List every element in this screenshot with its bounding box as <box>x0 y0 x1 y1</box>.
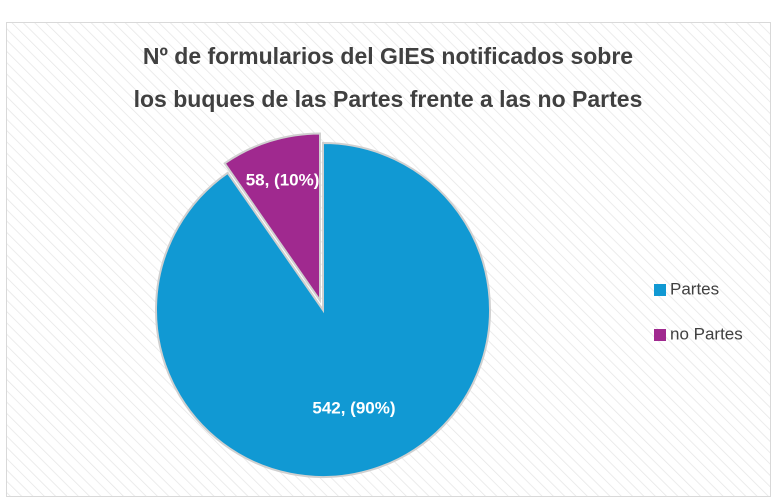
pie-slice <box>155 141 491 478</box>
chart-title: los buques de las Partes frente a las no… <box>134 86 643 112</box>
pie-slice <box>223 132 322 304</box>
legend-swatch <box>654 329 666 341</box>
data-label: 542, (90%) <box>312 398 395 417</box>
legend-label: no Partes <box>670 324 743 343</box>
legend-swatch <box>654 284 666 296</box>
data-label: 58, (10%) <box>246 170 320 189</box>
legend-label: Partes <box>670 279 719 298</box>
chart-title: Nº de formularios del GIES notificados s… <box>143 43 633 69</box>
